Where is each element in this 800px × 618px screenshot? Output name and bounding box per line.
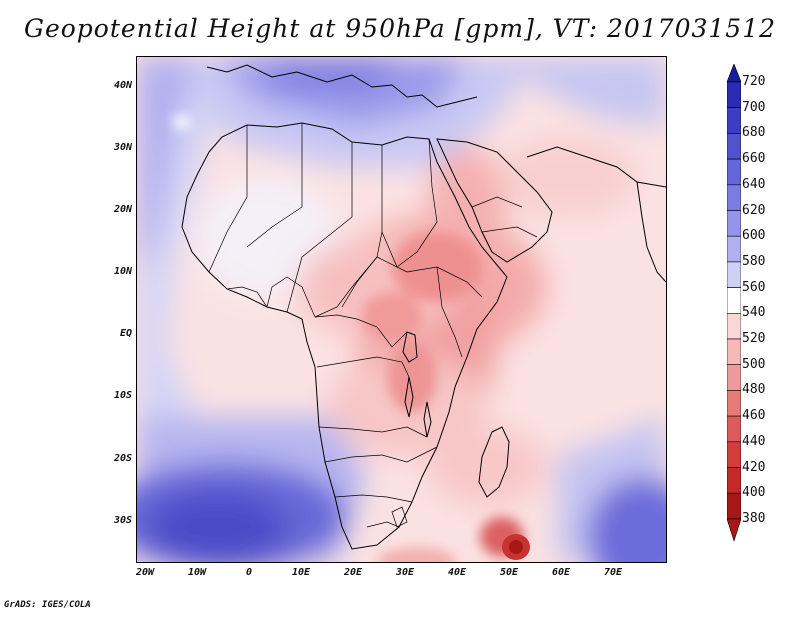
colorbar-box [727,107,741,134]
colorbar [727,64,741,542]
colorbar-level-label: 480 [742,382,766,398]
colorbar-box [727,235,741,263]
coastlines [181,64,666,550]
lon-label-50e: 50E [499,567,519,578]
lat-label-20s: 20S [113,453,132,464]
lon-label-70e: 70E [603,567,623,578]
lon-label-20e: 20E [343,567,363,578]
colorbar-level-label: 600 [742,228,766,244]
grads-credit: GrADS: IGES/COLA [4,600,91,610]
colorbar-box [727,261,741,288]
lon-label-0: 0 [245,567,253,578]
colorbar-level-label: 540 [742,305,766,321]
colorbar-box [727,467,741,494]
lon-label-30e: 30E [395,567,415,578]
map-title: Geopotential Height at 950hPa [gpm], VT:… [23,14,777,43]
colorbar-box [727,390,741,417]
lat-label-eq: EQ [119,328,132,339]
colorbar-level-label: 380 [742,510,766,526]
lon-label-10e: 10E [291,567,311,578]
colorbar-box [727,492,741,520]
colorbar-box [727,184,741,211]
lat-label-10n: 10N [113,266,132,277]
lat-label-10s: 10S [113,390,132,401]
colorbar-box [727,441,741,468]
colorbar-box [727,287,741,314]
lon-label-40e: 40E [447,567,467,578]
colorbar-level-label: 580 [742,253,766,269]
colorbar-level-label: 520 [742,331,766,346]
map-panel [136,56,667,563]
colorbar-box [727,210,741,237]
lat-label-40n: 40N [113,80,132,91]
colorbar-box [727,338,741,366]
colorbar-level-label: 440 [742,433,766,449]
colorbar-level-label: 700 [742,99,766,115]
country-borders [208,123,538,528]
colorbar-level-label: 720 [742,74,766,89]
colorbar-box [727,313,741,340]
colorbar-box [727,158,741,186]
lon-label-60e: 60E [551,567,571,578]
lat-label-30n: 30N [113,142,132,153]
lat-label-30s: 30S [113,515,132,526]
colorbar-level-label: 680 [742,125,766,141]
lat-label-20n: 20N [113,204,132,215]
colorbar-level-label: 660 [742,151,766,167]
colorbar-level-label: 420 [742,459,766,475]
colorbar-level-label: 640 [742,176,766,192]
colorbar-level-label: 560 [742,279,766,295]
lon-label-10w: 10W [187,567,207,578]
colorbar-box [727,81,741,109]
colorbar-level-label: 460 [742,408,766,424]
colorbar-level-label: 400 [742,485,766,501]
colorbar-box [727,364,741,391]
lon-label-20w: 20W [135,567,155,578]
colorbar-box [727,133,741,160]
colorbar-level-label: 500 [742,356,766,372]
colorbar-bottom-triangle [727,518,741,542]
colorbar-top-triangle [727,64,741,83]
colorbar-level-label: 620 [742,202,766,218]
colorbar-box [727,415,741,443]
geopotential-field [137,57,666,562]
